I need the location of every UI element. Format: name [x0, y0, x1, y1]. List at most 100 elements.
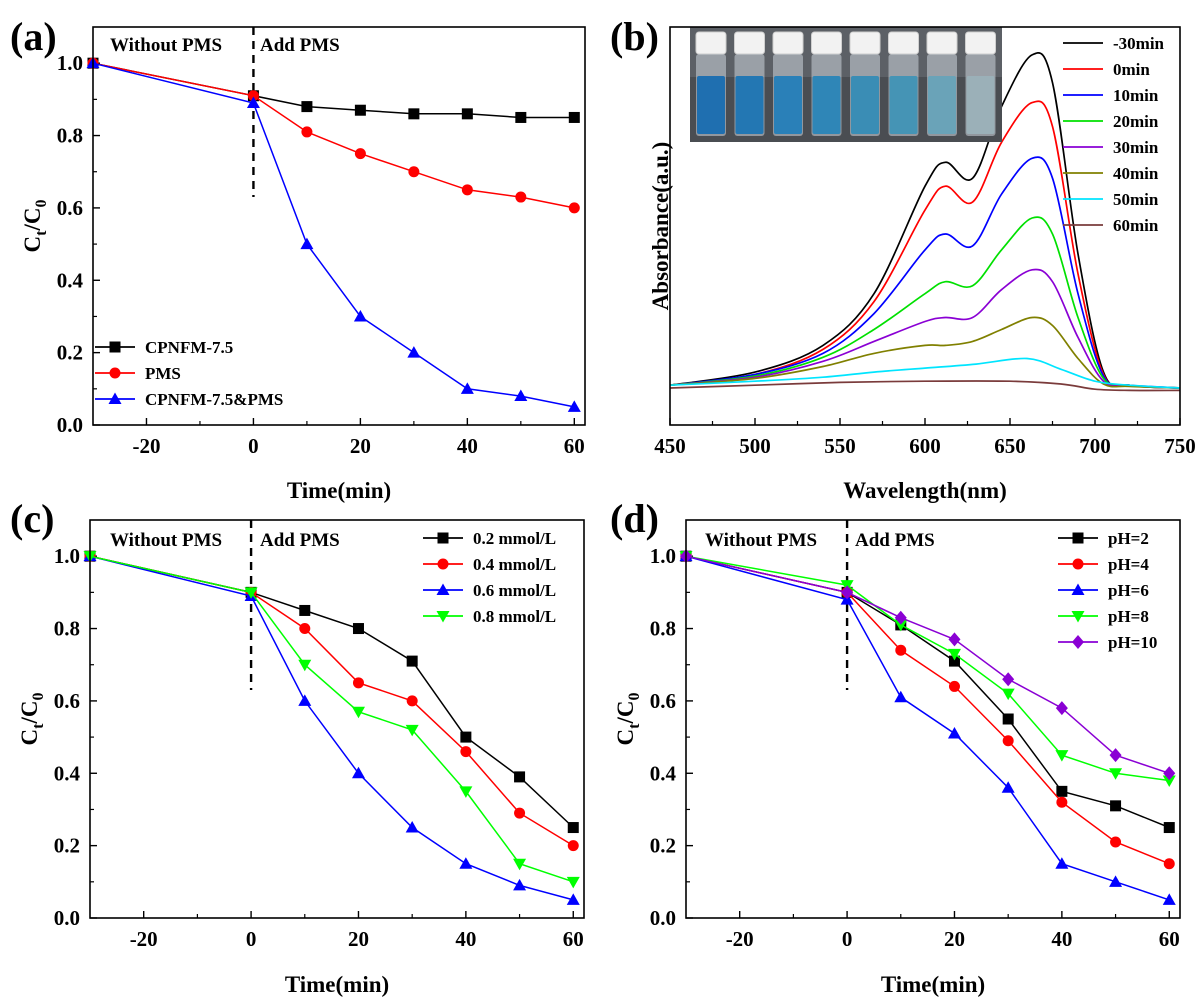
series-c-0-4-mmol-l-point-6	[514, 807, 526, 819]
series-d-ph-2-point-6	[1110, 800, 1122, 812]
panel-a: (a) -20 0 20 40 60 0.0 0.2 0.4 0.6 0.8 1.0 CPNFM-7.…	[10, 14, 586, 503]
vial-liquid-7	[966, 76, 995, 134]
plot-frame-c	[89, 519, 585, 919]
series-b-60min-line	[669, 380, 1181, 392]
series-c-0-2-mmol-l-point-2	[299, 604, 311, 616]
legend-d-ph-4-label: pH=4	[1108, 555, 1149, 574]
series-a-pms-line	[92, 62, 575, 209]
series-d-ph-4-point-2	[895, 644, 907, 656]
panel-b: (b) 450 500 550 600 650 700 750 -30min 0min 10min…	[610, 14, 1196, 503]
panel-label-b: (b)	[610, 14, 659, 59]
panel-c: (c) -20 0 20 40 60 0.0 0.2 0.4 0.6 0.8 1.0 0.2 mmol…	[10, 496, 585, 997]
x-tick-label-a-1: 0	[248, 434, 259, 458]
x-tick-label-c-1: 0	[246, 927, 257, 951]
x-tick-label-d-1: 0	[842, 927, 853, 951]
y-axis-label-b: Absorbance(a.u.)	[648, 142, 673, 311]
x-axis-label-d: Time(min)	[881, 972, 985, 997]
series-d-ph-8-point-7	[1162, 775, 1176, 788]
legend-c-0-8-mmol-l-marker	[436, 611, 450, 623]
series-d-ph-2-point-5	[1056, 785, 1068, 797]
series-a-cpnfm-7-5-pms-point-7	[567, 400, 581, 412]
panel-label-a: (a)	[10, 14, 57, 59]
annotation-without-pms-a: Without PMS	[110, 35, 222, 56]
x-tick-label-b-4: 650	[994, 434, 1026, 458]
series-b-10min-line	[669, 156, 1181, 389]
panel-d: (d) -20 0 20 40 60 0.0 0.2 0.4 0.6 0.8 1.0 pH=2 pH=4…	[610, 496, 1181, 997]
x-tick-label-c-3: 40	[455, 927, 476, 951]
y-tick-label-d-0: 0.0	[650, 906, 676, 930]
series-d-ph-4-point-6	[1110, 836, 1122, 848]
legend-a-pms-marker	[109, 367, 121, 379]
vial-liquid-2	[774, 76, 802, 134]
legend-b-10min-label: 10min	[1113, 86, 1159, 105]
series-a-cpnfm-7-5-pms-point-1	[246, 96, 260, 108]
series-c-0-4-mmol-l-point-5	[460, 746, 472, 758]
series-c-0-8-mmol-l-point-6	[513, 858, 527, 871]
series-c-0-6-mmol-l-point-5	[459, 857, 473, 869]
legend-a-cpnfm-7-5-label: CPNFM-7.5	[145, 338, 233, 357]
vial-cap-3	[811, 31, 842, 55]
series-b-0min-line	[669, 100, 1181, 389]
series-c-0-8-mmol-l-point-1	[244, 587, 258, 599]
y-tick-label-a-2: 0.4	[57, 268, 84, 292]
x-tick-label-c-2: 20	[348, 927, 369, 951]
vials-photo-inset	[690, 27, 1002, 142]
series-c-0-6-mmol-l-point-3	[351, 766, 365, 779]
legend-b-60min-label: 60min	[1113, 216, 1159, 235]
y-tick-label-d-4: 0.8	[650, 617, 676, 641]
legend-b-30min-label: -30min	[1113, 34, 1165, 53]
series-a-pms-point-5	[461, 184, 473, 196]
legend-d-ph-6-label: pH=6	[1108, 581, 1149, 600]
x-axis-label-c: Time(min)	[285, 972, 389, 997]
legend-d-ph-10-marker	[1072, 635, 1084, 649]
legend-b-30min-label: 30min	[1113, 138, 1159, 157]
x-tick-label-d-3: 40	[1051, 927, 1072, 951]
series-d-ph-6-point-7	[1162, 893, 1176, 905]
x-tick-label-b-6: 750	[1164, 434, 1196, 458]
x-tick-label-b-1: 500	[739, 434, 771, 458]
y-tick-label-c-1: 0.2	[54, 834, 80, 858]
y-tick-label-c-2: 0.4	[54, 761, 81, 785]
series-d-ph-8-point-6	[1109, 768, 1123, 780]
series-d-ph-10-point-3	[948, 632, 961, 647]
series-d-ph-6-point-3	[947, 726, 961, 739]
series-d-ph-4-point-4	[1002, 735, 1014, 747]
x-tick-label-d-2: 20	[944, 927, 965, 951]
series-d-ph-10-line	[685, 555, 1170, 775]
vial-liquid-5	[889, 76, 918, 134]
series-a-cpnfm-7-5-point-3	[354, 104, 366, 116]
series-d-ph-10-point-4	[1002, 672, 1015, 687]
series-c-0-2-mmol-l-point-6	[514, 771, 526, 783]
series-c-0-6-mmol-l-point-6	[513, 878, 527, 891]
series-a-cpnfm-7-5-line	[92, 62, 575, 119]
legend-c-0-2-mmol-l-marker	[437, 532, 449, 544]
series-c-0-2-mmol-l-point-3	[352, 623, 364, 635]
x-tick-label-d-0: -20	[726, 927, 754, 951]
series-c-0-8-mmol-l-point-7	[566, 876, 580, 889]
series-a-cpnfm-7-5-point-5	[461, 108, 473, 120]
series-c-0-2-mmol-l-point-4	[406, 655, 418, 667]
vial-cap-6	[926, 31, 958, 55]
x-tick-label-b-2: 550	[824, 434, 856, 458]
plot-frame-d	[685, 519, 1181, 919]
legend-c-0-4-mmol-l-label: 0.4 mmol/L	[473, 555, 556, 574]
series-a-pms-point-3	[354, 148, 366, 160]
legend-c-0-2-mmol-l-label: 0.2 mmol/L	[473, 529, 556, 548]
series-d-ph-8-point-3	[947, 648, 961, 661]
series-c-0-4-mmol-l-point-3	[352, 677, 364, 689]
y-tick-label-c-0: 0.0	[54, 906, 80, 930]
series-d-ph-10-point-5	[1055, 701, 1068, 716]
series-a-cpnfm-7-5-point-6	[515, 111, 527, 123]
series-c-0-4-mmol-l-point-7	[567, 840, 579, 852]
series-a-pms-point-4	[408, 166, 420, 178]
series-d-ph-4-line	[685, 555, 1170, 865]
series-c-0-4-mmol-l-point-2	[299, 623, 311, 635]
series-d-ph-2-point-3	[948, 655, 960, 667]
y-tick-label-c-3: 0.6	[54, 689, 80, 713]
y-axis-label-a: Ct/C0	[20, 200, 50, 253]
series-a-cpnfm-7-5-pms-point-4	[407, 346, 421, 358]
y-tick-label-c-4: 0.8	[54, 617, 80, 641]
vial-cap-7	[965, 31, 996, 55]
legend-d-ph-8-label: pH=8	[1108, 607, 1149, 626]
series-d-ph-6-point-5	[1055, 857, 1069, 869]
